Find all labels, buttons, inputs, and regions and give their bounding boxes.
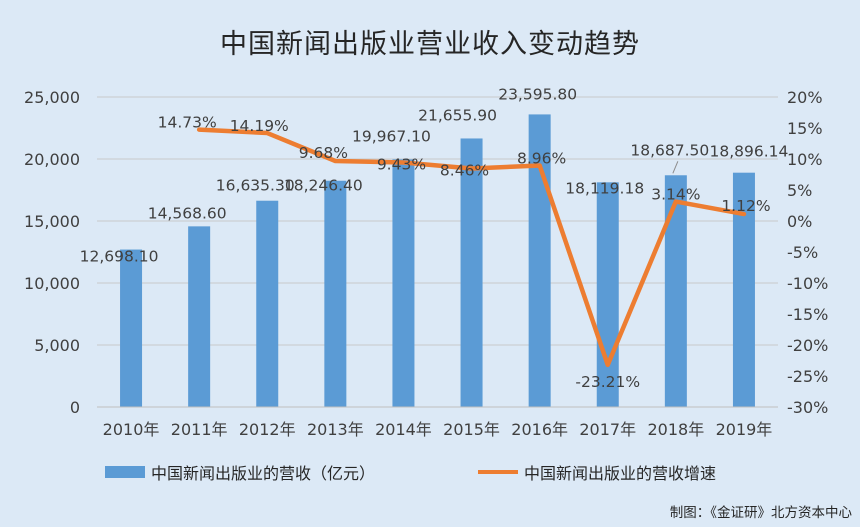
- bar-value-label: 21,655.90: [418, 106, 497, 124]
- x-tick-label: 2010年: [103, 420, 160, 439]
- growth-value-label: 9.68%: [299, 144, 348, 162]
- y-left-tick-label: 5,000: [34, 336, 80, 355]
- bar-value-label: 12,698.10: [80, 248, 159, 266]
- growth-value-label: 8.96%: [517, 149, 566, 167]
- growth-value-label: 14.73%: [158, 114, 217, 132]
- y-left-tick-label: 15,000: [24, 212, 80, 231]
- line-series: [196, 127, 747, 368]
- growth-value-label: 8.46%: [440, 162, 489, 180]
- gridlines: [97, 96, 778, 346]
- growth-value-label: 14.19%: [230, 117, 289, 135]
- y-right-tick-label: -25%: [787, 367, 828, 386]
- growth-value-label: 3.14%: [651, 186, 700, 204]
- legend-item-revenue: 中国新闻出版业的营收（亿元）: [105, 460, 375, 484]
- source-note: 制图：《金证研》北方资本中心: [669, 505, 852, 521]
- x-tick-label: 2017年: [579, 420, 636, 439]
- bar: [732, 172, 755, 407]
- bar-value-label: 16,635.30: [216, 177, 295, 195]
- bar-value-label: 23,595.80: [498, 85, 577, 103]
- legend-label-revenue: 中国新闻出版业的营收（亿元）: [151, 464, 376, 483]
- y-right-tick-label: -10%: [787, 274, 828, 293]
- label-leader-line: [672, 161, 679, 174]
- legend-label-growth: 中国新闻出版业的营收增速: [524, 464, 717, 483]
- x-tick-label: 2015年: [443, 420, 500, 439]
- y-left-tick-label: 0: [70, 398, 80, 417]
- growth-line: [196, 127, 747, 368]
- x-tick-label: 2011年: [171, 420, 228, 439]
- bar: [120, 249, 143, 407]
- y-right-tick-label: 10%: [787, 150, 823, 169]
- bar: [664, 175, 687, 407]
- bar-value-label: 18,687.50: [630, 141, 709, 159]
- x-tick-label: 2013年: [307, 420, 364, 439]
- x-tick-label: 2012年: [239, 420, 296, 439]
- x-tick-label: 2016年: [511, 420, 568, 439]
- y-right-tick-label: -5%: [787, 243, 818, 262]
- axes: 0 5,000 10,000 15,000 20,000 25,000 -30% -25% -2…: [24, 88, 828, 439]
- bar-value-label: 14,568.60: [148, 204, 227, 222]
- y-left-tick-label: 20,000: [24, 150, 80, 169]
- y-right-tick-label: 20%: [787, 88, 823, 107]
- y-right-tick-label: -20%: [787, 336, 828, 355]
- bar-value-label: 18,896.14: [710, 143, 789, 161]
- y-right-tick-label: 5%: [787, 181, 812, 200]
- legend-item-growth: 中国新闻出版业的营收增速: [478, 460, 716, 484]
- y-right-tick-label: 0%: [787, 212, 812, 231]
- growth-value-label: -23.21%: [575, 373, 640, 391]
- y-right-tick-label: -15%: [787, 305, 828, 324]
- y-right-tick-label: 15%: [787, 119, 823, 138]
- chart-title: 中国新闻出版业营业收入变动趋势: [220, 29, 640, 60]
- bar: [324, 180, 347, 407]
- bar: [460, 138, 483, 407]
- bar: [256, 200, 279, 407]
- growth-value-label: 1.12%: [721, 197, 770, 215]
- chart-plot: 0 5,000 10,000 15,000 20,000 25,000 -30% -25% -2…: [24, 85, 828, 439]
- bar-value-label: 18,246.40: [284, 177, 363, 195]
- bar: [188, 226, 211, 407]
- bar: [392, 159, 415, 407]
- x-tick-label: 2018年: [647, 420, 704, 439]
- bar-value-label: 19,967.10: [352, 127, 431, 145]
- legend: 中国新闻出版业的营收（亿元） 中国新闻出版业的营收增速: [0, 460, 860, 484]
- x-tick-label: 2019年: [716, 420, 773, 439]
- legend-swatch-line: [478, 470, 518, 474]
- x-tick-label: 2014年: [375, 420, 432, 439]
- bar-value-label: 18,119.18: [565, 179, 644, 197]
- y-right-tick-label: -30%: [787, 398, 828, 417]
- y-left-tick-label: 10,000: [24, 274, 80, 293]
- y-left-tick-label: 25,000: [24, 88, 80, 107]
- growth-value-label: 9.43%: [377, 156, 426, 174]
- legend-swatch-bar: [105, 466, 145, 478]
- bar-series: [120, 114, 755, 407]
